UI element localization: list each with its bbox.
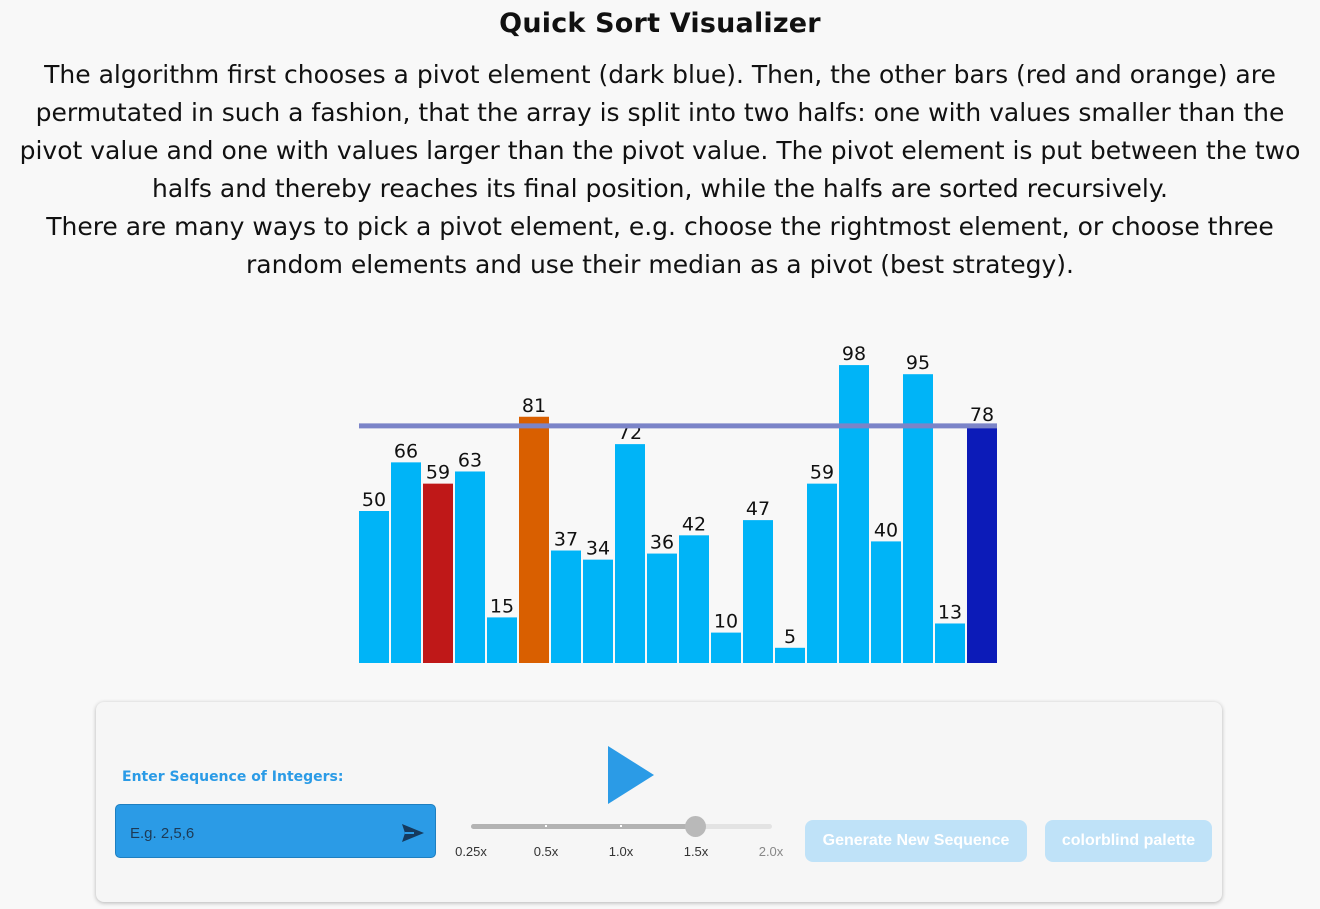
slider-mark (620, 825, 622, 827)
bar (519, 416, 549, 663)
bar (967, 425, 997, 663)
sequence-input-box (115, 804, 436, 858)
play-icon[interactable] (606, 746, 656, 804)
bar-label: 59 (810, 462, 834, 484)
speed-tick: 1.0x (608, 844, 634, 859)
bar (679, 535, 709, 663)
sequence-label: Enter Sequence of Integers: (122, 769, 344, 785)
generate-sequence-button[interactable]: Generate New Sequence (805, 820, 1027, 862)
bar-label: 98 (842, 343, 866, 365)
bar (903, 374, 933, 663)
control-panel: Enter Sequence of Integers: 0.25x 0.5x 1… (96, 702, 1222, 902)
bar-label: 40 (874, 519, 898, 541)
speed-tick: 0.5x (533, 844, 559, 859)
slider-fill (471, 824, 696, 829)
bar-label: 78 (970, 404, 994, 426)
bar-label: 50 (362, 489, 386, 511)
colorblind-palette-button[interactable]: colorblind palette (1045, 820, 1212, 862)
description-paragraph: There are many ways to pick a pivot elem… (46, 212, 1274, 279)
bar-label: 37 (554, 529, 578, 551)
bar (807, 483, 837, 663)
sequence-input[interactable] (128, 821, 382, 845)
bar-label: 66 (394, 440, 418, 462)
speed-tick: 2.0x (758, 844, 784, 859)
bar (839, 365, 869, 663)
bar-label: 95 (906, 352, 930, 374)
bar-label: 34 (586, 538, 610, 560)
bar (551, 550, 581, 663)
description-paragraph: The algorithm first chooses a pivot elem… (19, 60, 1301, 203)
bar-label: 10 (714, 611, 738, 633)
slider-thumb[interactable] (685, 816, 706, 837)
bar (775, 647, 805, 663)
speed-tick: 1.5x (683, 844, 709, 859)
bar (359, 511, 389, 663)
bar-label: 42 (682, 513, 706, 535)
bar-label: 59 (426, 462, 450, 484)
page-title: Quick Sort Visualizer (499, 8, 821, 39)
bar-label: 5 (784, 626, 796, 648)
bar-label: 36 (650, 532, 674, 554)
bar (455, 471, 485, 663)
bar (647, 553, 677, 663)
send-icon[interactable] (401, 823, 425, 843)
bar (711, 632, 741, 663)
bar (615, 444, 645, 663)
bar (487, 617, 517, 663)
bar-label: 63 (458, 449, 482, 471)
bar (743, 520, 773, 663)
bar (935, 623, 965, 663)
bar (423, 483, 453, 663)
description: The algorithm first chooses a pivot elem… (12, 56, 1308, 284)
bar (391, 462, 421, 663)
speed-tick: 0.25x (455, 844, 487, 859)
bar (583, 559, 613, 663)
bar-label: 81 (522, 395, 546, 417)
bar-label: 13 (938, 601, 962, 623)
slider-mark (545, 825, 547, 827)
bar-label: 15 (490, 595, 514, 617)
bar (871, 541, 901, 663)
speed-slider[interactable] (471, 814, 773, 844)
bar-label: 47 (746, 498, 770, 520)
